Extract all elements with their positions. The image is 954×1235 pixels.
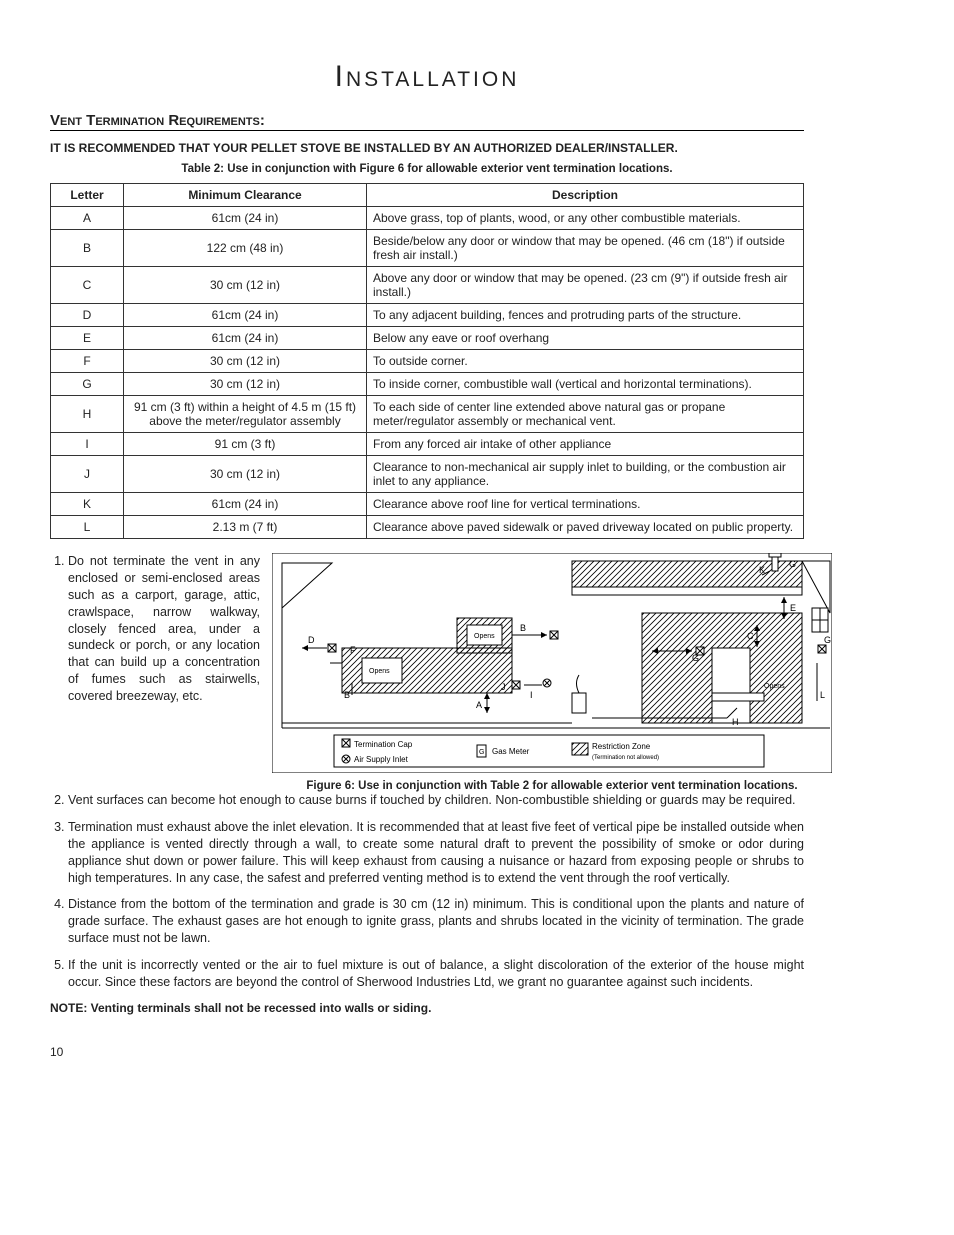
cell-letter: H (51, 396, 124, 433)
table-row: K61cm (24 in)Clearance above roof line f… (51, 493, 804, 516)
label-a: A (476, 700, 482, 710)
label-i: I (530, 690, 533, 700)
note-item: Do not terminate the vent in any enclose… (68, 553, 260, 705)
cell-clearance: 30 cm (12 in) (124, 350, 367, 373)
cell-letter: I (51, 433, 124, 456)
label-d: D (308, 635, 315, 645)
table-row: B122 cm (48 in)Beside/below any door or … (51, 230, 804, 267)
cell-clearance: 91 cm (3 ft) (124, 433, 367, 456)
page-title: Installation (50, 60, 804, 94)
table-row: H91 cm (3 ft) within a height of 4.5 m (… (51, 396, 804, 433)
cell-clearance: 91 cm (3 ft) within a height of 4.5 m (1… (124, 396, 367, 433)
table-row: F30 cm (12 in)To outside corner. (51, 350, 804, 373)
col-clearance: Minimum Clearance (124, 184, 367, 207)
table-row: D61cm (24 in)To any adjacent building, f… (51, 304, 804, 327)
cell-letter: C (51, 267, 124, 304)
table-row: G30 cm (12 in)To inside corner, combusti… (51, 373, 804, 396)
label-h: H (732, 717, 739, 727)
table-row: A61cm (24 in)Above grass, top of plants,… (51, 207, 804, 230)
legend-term-cap: Termination Cap (354, 740, 413, 749)
cell-description: To each side of center line extended abo… (367, 396, 804, 433)
label-f: F (350, 645, 356, 655)
cell-clearance: 30 cm (12 in) (124, 373, 367, 396)
label-b-right: B (520, 623, 526, 633)
table-caption: Table 2: Use in conjunction with Figure … (50, 163, 804, 175)
cell-description: Clearance above roof line for vertical t… (367, 493, 804, 516)
cell-letter: D (51, 304, 124, 327)
cell-letter: L (51, 516, 124, 539)
note-item: If the unit is incorrectly vented or the… (68, 957, 804, 991)
label-b-left: B (344, 690, 350, 700)
table-row: L2.13 m (7 ft)Clearance above paved side… (51, 516, 804, 539)
table-row: I91 cm (3 ft)From any forced air intake … (51, 433, 804, 456)
legend-restriction: Restriction Zone (592, 742, 651, 751)
section-heading: Vent Termination Requirements: (50, 112, 804, 131)
cell-description: Below any eave or roof overhang (367, 327, 804, 350)
cell-clearance: 61cm (24 in) (124, 207, 367, 230)
note-bold: NOTE: Venting terminals shall not be rec… (50, 1001, 804, 1015)
cell-description: To outside corner. (367, 350, 804, 373)
table-row: E61cm (24 in)Below any eave or roof over… (51, 327, 804, 350)
legend-restriction-sub: (Termination not allowed) (592, 755, 659, 761)
col-description: Description (367, 184, 804, 207)
cell-description: Clearance to non-mechanical air supply i… (367, 456, 804, 493)
cell-letter: K (51, 493, 124, 516)
cell-clearance: 30 cm (12 in) (124, 267, 367, 304)
note-item: Termination must exhaust above the inlet… (68, 819, 804, 887)
legend-gas-meter: Gas Meter (492, 747, 530, 756)
page-number: 10 (50, 1045, 804, 1059)
cell-letter: G (51, 373, 124, 396)
cell-letter: E (51, 327, 124, 350)
cell-letter: A (51, 207, 124, 230)
cell-description: To any adjacent building, fences and pro… (367, 304, 804, 327)
col-letter: Letter (51, 184, 124, 207)
cell-description: Clearance above paved sidewalk or paved … (367, 516, 804, 539)
cell-clearance: 61cm (24 in) (124, 327, 367, 350)
cell-clearance: 61cm (24 in) (124, 493, 367, 516)
cell-letter: B (51, 230, 124, 267)
label-e: E (790, 603, 796, 613)
label-c: C (747, 631, 754, 641)
figure-caption: Figure 6: Use in conjunction with Table … (272, 780, 832, 792)
cell-letter: F (51, 350, 124, 373)
cell-clearance: 122 cm (48 in) (124, 230, 367, 267)
svg-text:G: G (479, 749, 484, 756)
recommendation-text: IT IS RECOMMENDED THAT YOUR PELLET STOVE… (50, 141, 804, 155)
cell-description: Above grass, top of plants, wood, or any… (367, 207, 804, 230)
cell-description: Beside/below any door or window that may… (367, 230, 804, 267)
cell-clearance: 30 cm (12 in) (124, 456, 367, 493)
label-opens-2: Opens (369, 668, 390, 675)
legend-air-inlet: Air Supply Inlet (354, 755, 409, 764)
note-item: Distance from the bottom of the terminat… (68, 896, 804, 947)
label-opens-1: Opens (474, 633, 495, 640)
notes-list-continued: Vent surfaces can become hot enough to c… (50, 792, 804, 991)
label-g-right: G (824, 635, 831, 645)
note-item: Vent surfaces can become hot enough to c… (68, 792, 804, 809)
cell-description: Above any door or window that may be ope… (367, 267, 804, 304)
label-j: J (501, 682, 506, 692)
clearance-table: Letter Minimum Clearance Description A61… (50, 183, 804, 539)
cell-description: From any forced air intake of other appl… (367, 433, 804, 456)
cell-clearance: 61cm (24 in) (124, 304, 367, 327)
cell-clearance: 2.13 m (7 ft) (124, 516, 367, 539)
table-row: C30 cm (12 in)Above any door or window t… (51, 267, 804, 304)
notes-list: Do not terminate the vent in any enclose… (50, 553, 260, 705)
cell-description: To inside corner, combustible wall (vert… (367, 373, 804, 396)
table-row: J30 cm (12 in)Clearance to non-mechanica… (51, 456, 804, 493)
label-l: L (820, 690, 825, 700)
table-header-row: Letter Minimum Clearance Description (51, 184, 804, 207)
label-g-top: G (789, 559, 796, 569)
figure-6-diagram: K G E Opens (272, 553, 832, 776)
label-opens-3: Opens (764, 683, 785, 690)
cell-letter: J (51, 456, 124, 493)
